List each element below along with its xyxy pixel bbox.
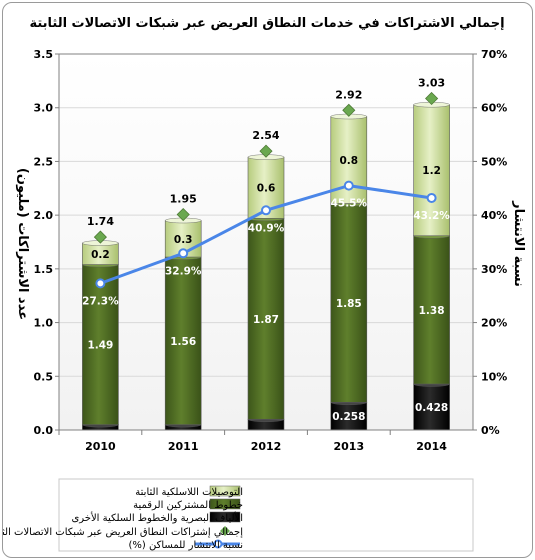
bar-data-label: 1.87 <box>253 314 279 326</box>
penetration-label: 27.3% <box>82 295 119 307</box>
bar-segment-fiber <box>330 401 368 431</box>
y2-tick-label: 50% <box>481 155 507 168</box>
y2-tick-label: 20% <box>481 317 507 330</box>
bar-data-label: 0.2 <box>91 249 110 261</box>
y2-tick-label: 60% <box>481 102 507 115</box>
x-tick-label: 2011 <box>168 440 199 453</box>
legend-label: خطوط المشتركين الرقمية <box>133 500 243 511</box>
y-tick-label: 2.5 <box>34 155 54 168</box>
y-tick-label: 1.0 <box>34 317 54 330</box>
bar-segment-dsl <box>413 235 450 385</box>
bar-segment-dsl <box>82 264 119 425</box>
x-tick-label: 2014 <box>416 440 447 453</box>
bar-data-label: 0.258 <box>332 411 365 423</box>
penetration-label: 32.9% <box>165 265 202 277</box>
chart: إجمالي الاشتراكات في خدمات النطاق العريض… <box>3 16 526 552</box>
total-label: 2.54 <box>252 129 279 142</box>
bar-data-label: 1.38 <box>419 305 445 317</box>
y2-tick-label: 0% <box>481 424 500 437</box>
total-label: 1.74 <box>87 215 114 228</box>
legend: التوصيلات اللاسلكية الثابتة خطوط المشتركي… <box>3 485 243 551</box>
x-tick-label: 2012 <box>251 440 282 453</box>
total-label: 1.95 <box>170 193 197 206</box>
bar-data-label: 1.2 <box>422 165 441 177</box>
penetration-label: 43.2% <box>413 210 450 222</box>
total-markers-layer <box>93 91 439 244</box>
total-marker <box>425 91 439 106</box>
x-tick-label: 2010 <box>85 440 116 453</box>
total-marker <box>176 207 190 222</box>
chart-title: إجمالي الاشتراكات في خدمات النطاق العريض… <box>29 16 504 31</box>
bar-segment-dsl <box>247 218 285 420</box>
total-label: 2.92 <box>335 88 362 101</box>
bar-segment-fixed-wireless <box>413 104 450 237</box>
legend-box <box>58 478 474 552</box>
penetration-point <box>178 248 189 259</box>
bar-data-label: 0.3 <box>174 234 193 246</box>
legend-swatch <box>209 485 241 497</box>
total-label: 3.03 <box>418 76 445 89</box>
line-layer <box>95 180 437 289</box>
legend-swatch-point <box>213 539 223 549</box>
legend-swatch <box>209 511 241 523</box>
penetration-point <box>426 192 437 203</box>
bars-layer <box>82 102 450 431</box>
penetration-point <box>261 205 271 216</box>
penetration-point <box>95 278 106 289</box>
y-axis-title: عدد الاشتراكات (مليون) <box>15 168 30 320</box>
y2-tick-label: 10% <box>481 370 507 383</box>
y-tick-label: 0.0 <box>34 424 54 437</box>
axes-layer: 0.0 0% 0.5 10% 1.0 20% 1.5 30% 2.0 40% 2.5 50% 3.0 60… <box>34 48 508 453</box>
y-tick-label: 0.5 <box>34 370 54 383</box>
bar-data-label: 0.8 <box>339 155 358 167</box>
plot-border <box>58 53 474 431</box>
y-tick-label: 1.5 <box>34 263 54 276</box>
legend-label: نسبة الانتشار للمساكن (%) <box>129 540 243 551</box>
penetration-label: 40.9% <box>248 222 285 234</box>
penetration-label: 45.5% <box>331 198 368 210</box>
total-marker <box>342 103 356 117</box>
y2-tick-label: 70% <box>481 48 507 61</box>
y-tick-label: 3.5 <box>34 48 54 61</box>
legend-label: الألياف البصرية والخطوط السلكية الأخرى <box>71 511 243 524</box>
y-tick-label: 3.0 <box>34 102 54 115</box>
penetration-point <box>343 180 354 191</box>
bar-segment-fiber <box>413 383 450 431</box>
y2-axis-title: نسبة الانتشار <box>511 200 526 287</box>
bar-data-label: 1.56 <box>170 336 196 348</box>
legend-label: التوصيلات اللاسلكية الثابتة <box>135 487 243 498</box>
bar-segment-dsl <box>330 203 368 403</box>
x-tick-label: 2013 <box>333 440 364 453</box>
legend-label: إجمالي إشتراكات النطاق العريض عبر شبكات … <box>3 527 243 538</box>
bar-data-label: 0.428 <box>415 402 448 414</box>
legend-swatch <box>220 526 230 536</box>
bar-data-label: 0.6 <box>257 183 276 195</box>
y2-tick-label: 40% <box>481 209 507 222</box>
y-tick-label: 2.0 <box>34 209 54 222</box>
bar-data-label: 1.49 <box>87 340 113 352</box>
bar-data-label: 1.85 <box>336 298 362 310</box>
total-marker <box>259 144 273 158</box>
total-marker <box>93 230 107 244</box>
legend-swatch <box>209 498 241 510</box>
data-labels-layer: 1.49 0.2 1.56 0.3 1.87 0.6 0.258 1.85 0.8 0.428 1.… <box>82 76 450 423</box>
y2-tick-label: 30% <box>481 263 507 276</box>
